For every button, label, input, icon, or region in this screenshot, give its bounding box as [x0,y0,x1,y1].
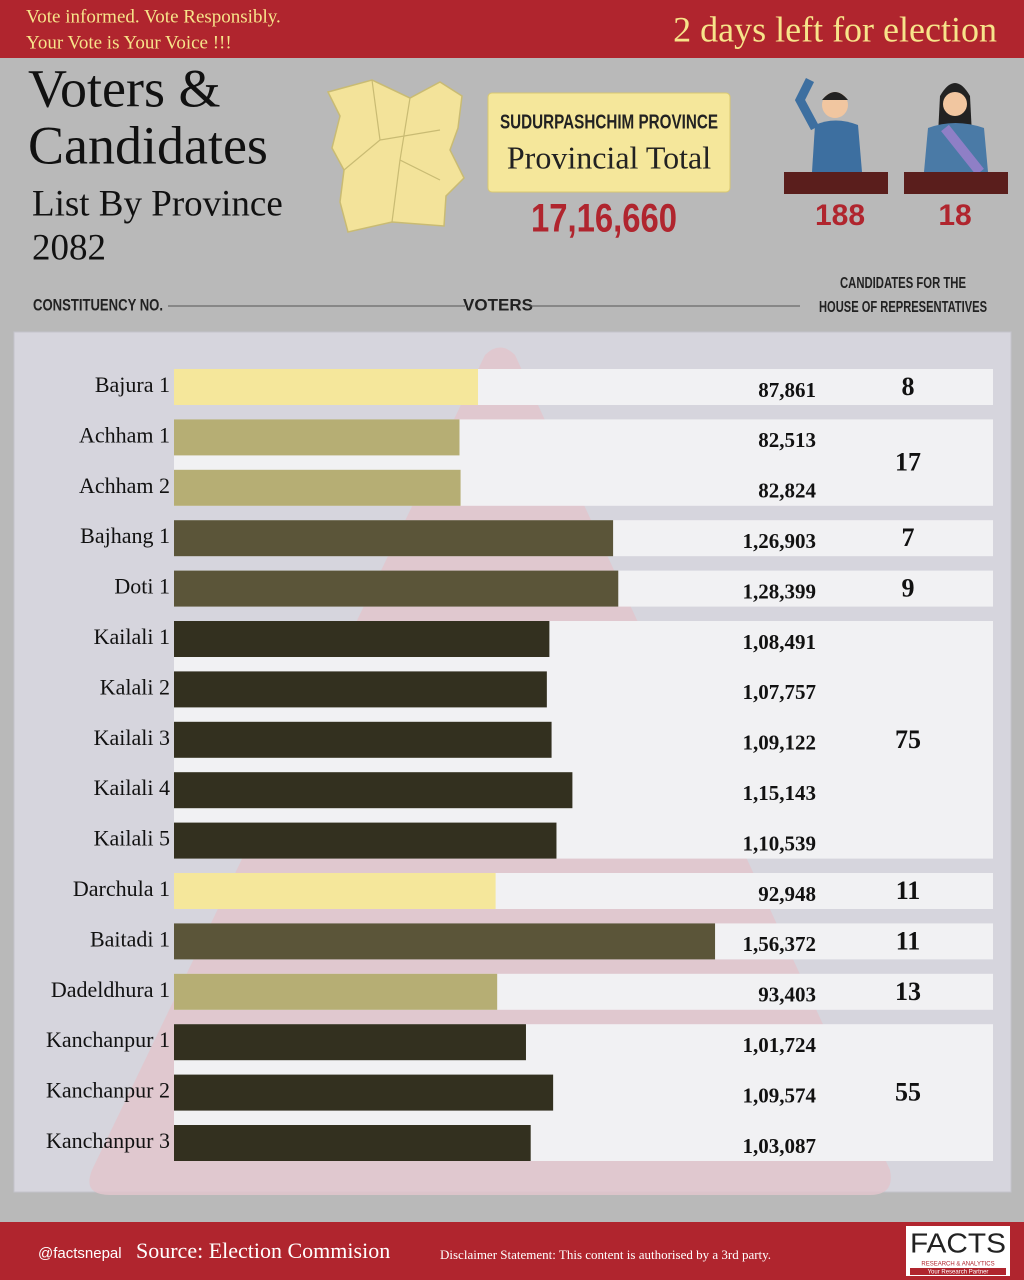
district-borders [343,79,441,223]
slogan: Vote informed. Vote Responsibly. [26,6,281,27]
category-label: Bajura 1 [95,372,170,397]
column-header: HOUSE OF REPRESENTATIVES [819,299,987,316]
category-label: Dadeldhura 1 [51,977,170,1002]
bar [174,873,496,909]
value-label: 1,56,372 [743,932,817,956]
logo-box [906,1226,1010,1276]
candidate-count: 9 [902,574,915,603]
countdown: 2 days left for election [673,9,997,49]
value-label: 1,10,539 [743,831,817,855]
category-label: Kailali 5 [94,826,170,851]
bar [174,469,461,506]
candidate-count: 55 [895,1078,921,1107]
female-icon [904,83,1008,194]
bar [174,822,557,859]
column-header: VOTERS [463,295,533,314]
category-label: Kailali 1 [94,624,170,649]
male-icon [784,77,888,194]
bar [174,419,460,456]
logo-tag-bar [910,1268,1006,1275]
category-label: Darchula 1 [73,876,170,901]
category-label: Doti 1 [114,574,170,599]
candidate-count: 11 [896,926,921,955]
value-label: 1,08,491 [743,630,817,654]
female-candidates: 18 [938,199,971,232]
category-label: Baitadi 1 [90,926,170,951]
bar [174,1024,526,1061]
value-label: 1,01,724 [743,1033,817,1057]
bar [174,520,614,557]
candidate-count: 7 [902,523,915,552]
bar [174,772,573,809]
category-label: Bajhang 1 [80,523,170,548]
value-label: 1,07,757 [743,680,817,704]
category-label: Kailali 4 [94,775,170,800]
bar [174,1125,531,1161]
category-label: Kanchanpur 3 [46,1128,170,1153]
slogan: Your Vote is Your Voice !!! [26,32,232,53]
value-label: 82,824 [758,479,816,503]
bar [174,369,479,405]
province-name: SUDURPASHCHIM PROVINCE [500,111,718,133]
male-candidates: 188 [815,199,865,232]
bar [174,1074,554,1111]
candidate-count: 17 [895,448,921,477]
value-label: 93,403 [758,983,816,1007]
source: Source: Election Commision [136,1238,390,1263]
candidate-count: 8 [902,372,915,401]
title: Candidates [28,115,268,175]
value-label: 82,513 [758,428,816,452]
handle: @factsnepal [38,1245,122,1262]
province-map [326,79,465,233]
category-label: Achham 1 [79,422,170,447]
header-bar [0,0,1024,58]
value-label: 1,03,087 [743,1134,817,1158]
rows: 8 17 7 9 75 11 11 13 55 Bajura 1 87,861 Achham 1 82,… [46,369,993,1161]
value-label: 1,09,574 [743,1083,817,1107]
candidate-count: 11 [896,876,921,905]
logo-sub: RESEARCH & ANALYTICS [921,1262,994,1268]
province-box [487,92,731,193]
bar [174,721,552,758]
bar [174,973,498,1010]
province-total: 17,16,660 [531,197,677,241]
category-label: Kanchanpur 2 [46,1078,170,1103]
value-label: 1,09,122 [743,731,817,755]
category-label: Kalali 2 [100,674,170,699]
category-label: Achham 2 [79,473,170,498]
category-label: Kailali 3 [94,725,170,750]
bar [174,621,550,657]
candidate-count: 75 [895,725,921,754]
column-header: CONSTITUENCY NO. [33,295,163,314]
logo-tag: Your Research Partner [928,1270,989,1276]
candidate-count: 13 [895,977,921,1006]
value-label: 1,15,143 [743,781,817,805]
bar [174,671,547,708]
title: Voters & [28,58,221,118]
value-label: 92,948 [758,882,816,906]
bar [174,923,716,960]
disclaimer: Disclaimer Statement: This content is au… [440,1247,771,1262]
subtitle: 2082 [32,227,106,268]
subtitle: List By Province [32,183,283,224]
value-label: 1,26,903 [743,529,817,553]
category-label: Kanchanpur 1 [46,1027,170,1052]
footer-bar [0,1222,1024,1280]
bar [174,570,619,607]
province-label: Provincial Total [507,139,711,175]
logo: FACTS [910,1227,1006,1258]
value-label: 1,28,399 [743,579,817,603]
column-header: CANDIDATES FOR THE [840,275,966,292]
value-label: 87,861 [758,378,816,402]
